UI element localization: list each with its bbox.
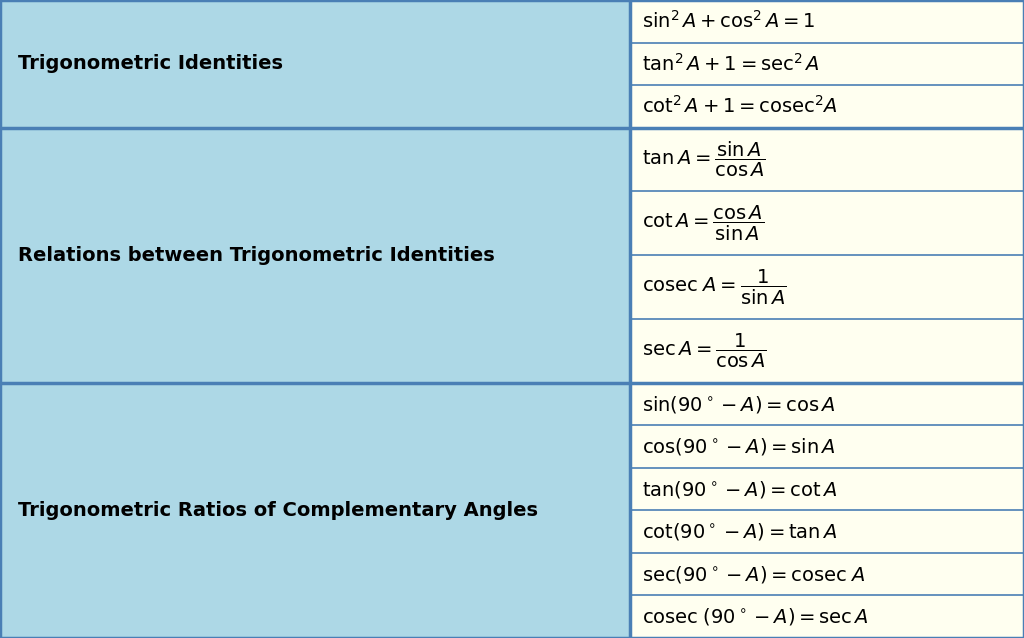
Text: $\sin^2 A + \cos^2 A = 1$: $\sin^2 A + \cos^2 A = 1$ [642, 10, 815, 32]
Text: $\sin(90^\circ - A) = \cos A$: $\sin(90^\circ - A) = \cos A$ [642, 394, 836, 415]
Bar [0, 0, 630, 638]
Bar [630, 595, 1024, 638]
Text: $\tan^2 A + 1 = \sec^2 A$: $\tan^2 A + 1 = \sec^2 A$ [642, 53, 819, 75]
Bar [630, 319, 1024, 383]
Text: $\cos(90^\circ - A) = \sin A$: $\cos(90^\circ - A) = \sin A$ [642, 436, 836, 457]
Text: $\sec A = \dfrac{1}{\cos A}$: $\sec A = \dfrac{1}{\cos A}$ [642, 332, 767, 370]
Bar [630, 553, 1024, 595]
Text: $\sec(90^\circ - A) = \mathrm{cosec}\; A$: $\sec(90^\circ - A) = \mathrm{cosec}\; A… [642, 564, 865, 584]
Text: $\mathrm{cosec}\; A = \dfrac{1}{\sin A}$: $\mathrm{cosec}\; A = \dfrac{1}{\sin A}$ [642, 267, 786, 307]
Text: Relations between Trigonometric Identities: Relations between Trigonometric Identiti… [18, 246, 496, 265]
Bar [630, 128, 1024, 191]
Text: $\cot A = \dfrac{\cos A}{\sin A}$: $\cot A = \dfrac{\cos A}{\sin A}$ [642, 204, 764, 243]
Bar [630, 0, 1024, 43]
Bar [630, 468, 1024, 510]
Text: $\mathrm{cosec}\;(90^\circ - A) = \sec A$: $\mathrm{cosec}\;(90^\circ - A) = \sec A… [642, 606, 868, 627]
Bar [630, 426, 1024, 468]
Text: $\cot^2 A + 1 = \mathrm{cosec}^2A$: $\cot^2 A + 1 = \mathrm{cosec}^2A$ [642, 96, 838, 117]
Bar [630, 85, 1024, 128]
Text: Trigonometric Ratios of Complementary Angles: Trigonometric Ratios of Complementary An… [18, 501, 539, 520]
Text: $\tan A = \dfrac{\sin A}{\cos A}$: $\tan A = \dfrac{\sin A}{\cos A}$ [642, 140, 766, 179]
Text: $\cot(90^\circ - A) = \tan A$: $\cot(90^\circ - A) = \tan A$ [642, 521, 838, 542]
Text: Trigonometric Identities: Trigonometric Identities [18, 54, 284, 73]
Bar [630, 383, 1024, 426]
Bar [630, 43, 1024, 85]
Bar [630, 255, 1024, 319]
Text: $\tan(90^\circ - A) = \cot A$: $\tan(90^\circ - A) = \cot A$ [642, 478, 838, 500]
Bar [630, 510, 1024, 553]
Bar [630, 191, 1024, 255]
